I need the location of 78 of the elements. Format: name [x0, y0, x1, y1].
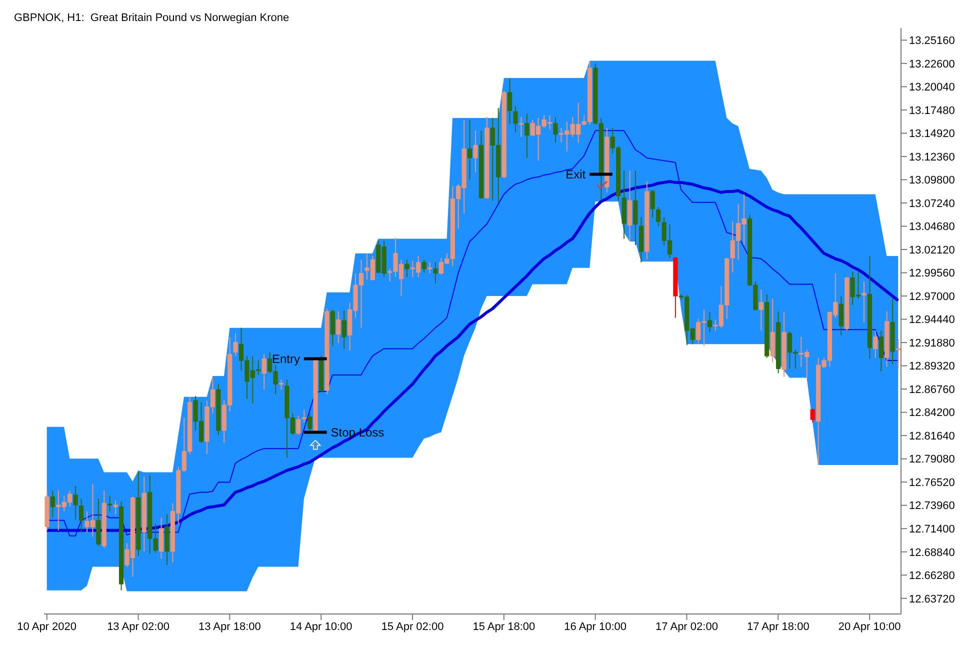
candlestick: [433, 262, 438, 284]
ref-line-label: Stop Loss: [330, 426, 384, 440]
candlestick: [633, 170, 638, 246]
candlestick: [896, 338, 901, 370]
y-tick-label: 12.73960: [909, 500, 955, 512]
y-tick-label: 12.99560: [909, 268, 955, 280]
x-tick-label: 17 Apr 02:00: [656, 620, 718, 633]
candlestick: [878, 330, 884, 372]
candlestick: [113, 500, 118, 515]
x-tick-label: 15 Apr 18:00: [472, 620, 536, 633]
candlestick: [302, 409, 306, 423]
y-tick-label: 12.76520: [909, 476, 955, 489]
candlestick: [770, 298, 775, 363]
candlestick: [553, 116, 558, 143]
y-tick-label: 12.91880: [909, 337, 955, 350]
candlestick: [422, 259, 426, 273]
y-tick-label: 13.04680: [909, 221, 955, 234]
x-tick-label: 16 Apr 10:00: [564, 620, 627, 633]
candlestick: [524, 112, 530, 158]
candlestick: [233, 332, 238, 356]
y-tick-label: 13.20040: [909, 82, 955, 94]
ref-line-label: Entry: [272, 352, 300, 366]
candlestick: [810, 408, 815, 423]
candlestick: [78, 498, 84, 533]
y-tick-label: 12.79080: [909, 454, 955, 466]
candlestick: [342, 310, 346, 350]
candlestick: [308, 412, 312, 431]
candlestick: [862, 280, 866, 323]
candlestick: [50, 490, 56, 518]
candlestick: [656, 206, 661, 227]
candlestick: [96, 498, 101, 546]
y-tick-label: 12.71400: [909, 524, 955, 536]
y-tick-label: 12.68840: [909, 546, 955, 559]
candlestick: [108, 495, 112, 512]
y-tick-label: 12.81640: [909, 430, 955, 442]
candlestick: [758, 289, 764, 332]
x-tick-label: 17 Apr 18:00: [746, 620, 810, 633]
candlestick: [707, 312, 712, 333]
x-tick-label: 14 Apr 10:00: [290, 620, 352, 633]
y-tick-label: 13.17480: [909, 104, 955, 117]
candlestick: [73, 485, 78, 520]
candlestick: [296, 415, 301, 436]
candlestick: [330, 309, 335, 346]
candlestick: [427, 262, 432, 274]
y-tick-label: 13.22600: [909, 58, 955, 70]
chart-title: GBPNOK, H1: Great Britain Pound vs Norwegian Krone: [14, 12, 290, 24]
y-tick-label: 12.97000: [909, 290, 955, 303]
candlestick: [518, 116, 524, 138]
x-tick-label: 13 Apr 18:00: [198, 620, 261, 633]
candlestick: [838, 296, 844, 336]
y-tick-label: 13.07240: [909, 198, 955, 210]
y-tick-label: 12.84200: [909, 407, 955, 420]
y-tick-label: 13.12360: [909, 151, 955, 164]
y-tick-label: 13.25160: [909, 35, 955, 48]
x-tick-label: 10 Apr 2020: [17, 620, 77, 633]
y-tick-label: 13.09800: [909, 174, 955, 187]
ref-line-label: Exit: [566, 168, 586, 182]
y-tick-label: 12.86760: [909, 384, 955, 396]
candlestick: [873, 330, 878, 358]
y-tick-label: 12.66280: [909, 570, 955, 582]
candlestick: [650, 189, 655, 218]
candlestick: [158, 517, 164, 560]
y-tick-label: 13.02120: [909, 244, 955, 256]
y-tick-label: 13.14920: [909, 128, 955, 140]
candlestick: [404, 259, 410, 278]
candlestick: [513, 106, 518, 133]
candlestick: [473, 130, 478, 173]
y-tick-label: 12.63720: [909, 593, 955, 606]
candlestick: [507, 78, 512, 125]
y-tick-label: 12.89320: [909, 360, 955, 373]
candlestick: [336, 310, 341, 344]
x-tick-label: 13 Apr 02:00: [107, 620, 170, 633]
candlestick: [262, 354, 266, 390]
candlestick: [278, 379, 284, 390]
x-tick-label: 15 Apr 02:00: [381, 620, 444, 633]
x-tick-label: 20 Apr 10:00: [838, 620, 901, 633]
y-tick-label: 12.94440: [909, 314, 955, 326]
candlestick: [467, 119, 472, 180]
